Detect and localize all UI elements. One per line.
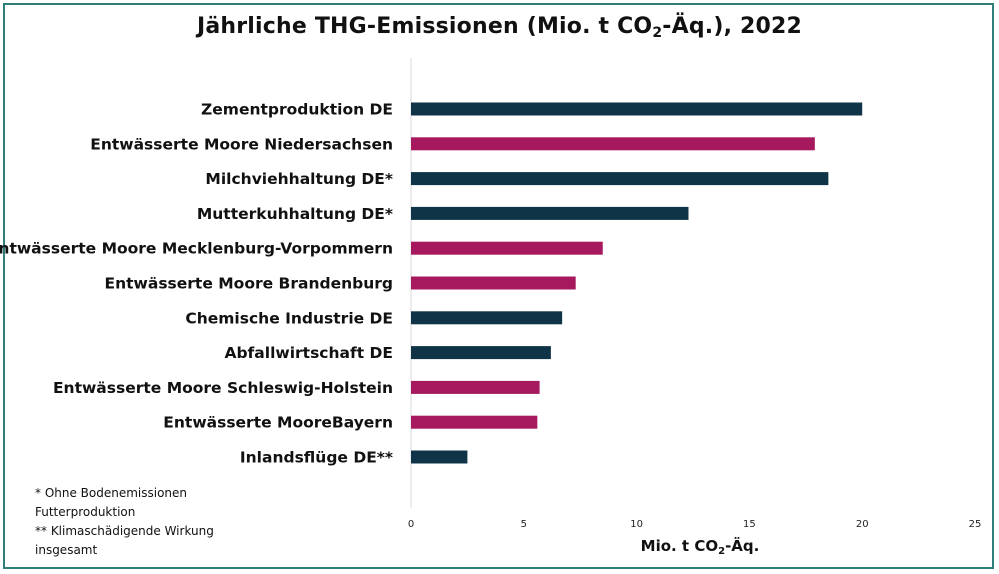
footnote-line-4: insgesamt	[35, 543, 98, 557]
x-axis-label-subscript: 2	[718, 546, 726, 557]
x-tick-label-20: 20	[856, 519, 869, 530]
bar-1	[411, 102, 863, 116]
x-tick-label-5: 5	[521, 519, 527, 530]
footnote-line-3: ** Klimaschädigende Wirkung	[35, 524, 214, 538]
bar-9	[411, 380, 540, 394]
category-label-3: Milchviehhaltung DE*	[205, 170, 393, 188]
bar-3	[411, 172, 829, 186]
chart-title-subscript: 2	[652, 25, 663, 41]
x-tick-label-0: 0	[408, 519, 414, 530]
category-label-2: Entwässerte Moore Niedersachsen	[90, 135, 393, 153]
bar-7	[411, 311, 563, 325]
category-label-9: Entwässerte Moore Schleswig-Holstein	[53, 379, 393, 397]
x-tick-label-25: 25	[969, 519, 982, 530]
x-tick-label-15: 15	[743, 519, 756, 530]
category-label-5: Entwässerte Moore Mecklenburg-Vorpommern	[0, 240, 393, 258]
chart-title-end: -Äq.), 2022	[662, 14, 803, 39]
chart-title: Jährliche THG-Emissionen (Mio. t CO2-Äq.…	[0, 14, 999, 41]
category-label-10: Entwässerte MooreBayern	[163, 414, 393, 432]
footnote-line-2: Futterproduktion	[35, 505, 136, 519]
bar-8	[411, 346, 551, 360]
bar-11	[411, 450, 468, 464]
category-label-6: Entwässerte Moore Brandenburg	[105, 275, 393, 293]
x-axis-label: Mio. t CO2-Äq.	[580, 537, 820, 557]
category-label-4: Mutterkuhhaltung DE*	[197, 205, 393, 223]
category-label-1: Zementproduktion DE	[201, 101, 393, 119]
x-axis-label-main: Mio. t CO	[640, 537, 719, 555]
category-label-7: Chemische Industrie DE	[185, 309, 393, 327]
category-label-8: Abfallwirtschaft DE	[224, 344, 393, 362]
chart-title-main: Jährliche THG-Emissionen (Mio. t CO	[196, 14, 653, 39]
bar-6	[411, 276, 576, 290]
bar-5	[411, 241, 603, 255]
bar-10	[411, 415, 538, 429]
x-axis-label-end: -Äq.	[725, 537, 760, 555]
bar-4	[411, 206, 689, 220]
category-label-11: Inlandsflüge DE**	[240, 449, 393, 467]
bar-2	[411, 137, 815, 151]
footnote-line-1: * Ohne Bodenemissionen	[35, 486, 188, 500]
x-tick-label-10: 10	[630, 519, 643, 530]
